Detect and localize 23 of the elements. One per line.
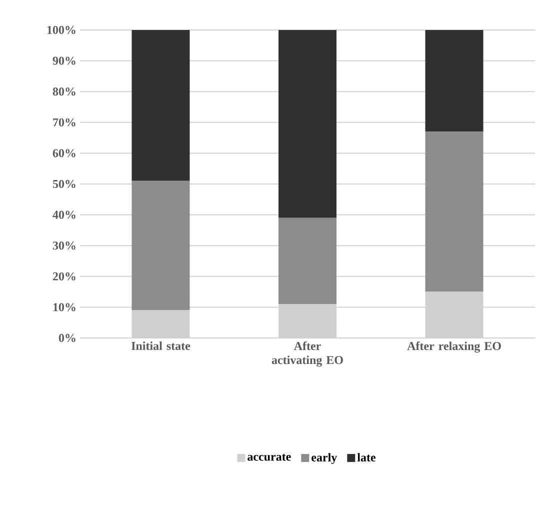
y-tick-label: 0% bbox=[58, 334, 76, 342]
y-tick-label: 50% bbox=[52, 180, 76, 188]
y-tick-label: 60% bbox=[52, 149, 76, 158]
bar bbox=[132, 30, 190, 181]
y-tick-label: 90% bbox=[52, 56, 76, 65]
y-tick-label: 70% bbox=[53, 118, 76, 126]
legend-label: accurate bbox=[248, 454, 291, 461]
y-tick-label: 30% bbox=[52, 242, 76, 250]
legend-label: early bbox=[312, 453, 338, 464]
bar bbox=[278, 218, 336, 304]
x-tick-label: After relaxing EO bbox=[407, 342, 501, 353]
bar bbox=[278, 30, 336, 218]
y-tick-label: 80% bbox=[52, 88, 76, 96]
bar bbox=[132, 180, 190, 310]
y-tick-label: 40% bbox=[52, 210, 76, 219]
legend-label: late bbox=[357, 453, 376, 462]
y-tick-label: 100% bbox=[47, 26, 76, 34]
x-tick-label: After activating EO bbox=[272, 342, 343, 367]
bar bbox=[425, 30, 484, 132]
y-tick-label: 20% bbox=[52, 272, 76, 280]
y-tick-label: 10% bbox=[53, 303, 76, 312]
x-tick-label: Initial state bbox=[131, 342, 190, 350]
bar bbox=[425, 132, 484, 292]
